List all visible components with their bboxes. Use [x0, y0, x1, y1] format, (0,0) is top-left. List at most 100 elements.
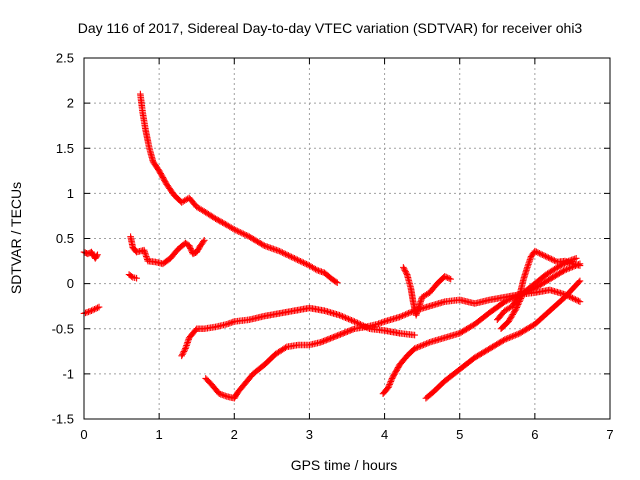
data-point	[442, 273, 450, 281]
data-point	[244, 232, 252, 240]
data-point	[282, 344, 289, 352]
data-point	[200, 237, 208, 244]
x-tick-label: 7	[606, 427, 613, 442]
data-point	[411, 331, 418, 339]
data-point	[241, 231, 249, 238]
data-point	[343, 315, 351, 322]
data-point	[333, 279, 341, 287]
x-tick-label: 4	[381, 427, 388, 442]
data-point	[399, 312, 406, 320]
data-point	[572, 255, 580, 262]
data-point	[562, 259, 570, 266]
data-point	[536, 250, 543, 257]
data-point	[297, 257, 304, 265]
data-point	[507, 333, 515, 341]
data-point	[289, 254, 297, 261]
y-tick-label: 0.5	[56, 231, 74, 246]
data-point	[325, 335, 333, 343]
data-point	[412, 344, 420, 352]
data-point	[417, 342, 424, 350]
data-point	[423, 340, 430, 347]
data-point	[415, 343, 423, 351]
data-point	[233, 227, 241, 235]
series-arc-12	[497, 255, 580, 333]
data-point	[564, 265, 572, 273]
data-point	[243, 231, 250, 239]
data-point	[179, 349, 187, 357]
data-point	[548, 255, 555, 263]
data-point	[414, 344, 421, 351]
y-axis-label: SDTVAR / TECUs	[8, 182, 24, 294]
data-point	[341, 329, 348, 336]
data-point	[386, 381, 393, 388]
data-point	[277, 248, 285, 256]
data-point	[424, 339, 432, 347]
data-point	[534, 249, 542, 256]
data-point	[514, 302, 521, 310]
data-points	[80, 90, 584, 402]
data-point	[238, 229, 246, 237]
x-tick-label: 2	[231, 427, 238, 442]
series-arc-1	[80, 248, 101, 262]
data-point	[300, 259, 307, 266]
data-point	[447, 275, 454, 283]
data-point	[403, 269, 410, 277]
data-point	[570, 295, 578, 303]
data-point	[291, 255, 298, 262]
y-tick-label: -1	[62, 366, 74, 381]
x-tick-label: 0	[80, 427, 87, 442]
data-point	[418, 342, 426, 349]
data-point	[340, 313, 348, 321]
data-point	[330, 333, 337, 341]
data-point	[561, 260, 568, 267]
data-point	[542, 252, 549, 260]
data-point	[301, 260, 309, 267]
data-point	[285, 252, 292, 259]
data-point	[518, 293, 525, 301]
data-point	[332, 332, 340, 340]
y-tick-label: 2.5	[56, 51, 74, 66]
data-point	[337, 331, 344, 338]
data-point	[342, 328, 350, 336]
series-arc-9	[422, 277, 584, 402]
data-point	[276, 247, 283, 255]
data-point	[561, 266, 569, 274]
data-point	[94, 304, 101, 312]
series-arc-8	[379, 260, 584, 398]
data-point	[387, 378, 395, 385]
data-point	[295, 257, 303, 264]
data-point	[334, 332, 341, 339]
data-point	[445, 275, 453, 282]
series-arc-4	[127, 233, 208, 268]
data-point	[403, 310, 411, 318]
data-point	[572, 296, 579, 303]
data-point	[304, 261, 312, 269]
x-tick-label: 6	[531, 427, 538, 442]
data-point	[220, 220, 228, 227]
data-point	[512, 331, 519, 339]
data-point	[501, 298, 509, 305]
data-point	[567, 294, 575, 301]
data-point	[513, 331, 521, 338]
data-point	[337, 312, 345, 320]
plot-frame	[83, 57, 611, 420]
data-point	[575, 278, 583, 286]
data-point	[236, 229, 244, 236]
x-axis-label: GPS time / hours	[291, 457, 398, 473]
data-point	[339, 329, 347, 337]
data-point	[215, 216, 222, 224]
data-point	[348, 326, 355, 334]
data-point	[180, 348, 188, 355]
data-point	[320, 337, 327, 345]
data-point	[510, 332, 518, 340]
data-point	[506, 334, 513, 341]
data-point	[342, 314, 349, 322]
data-point	[235, 228, 243, 235]
axis-ticks: 0 1 2 3 4 5 6 7 -1.5 -1 -0.5 0 0.5 1 1.5 2 2.5	[52, 51, 614, 443]
data-point	[441, 273, 448, 280]
data-point	[94, 251, 101, 259]
data-point	[349, 317, 357, 325]
data-point	[563, 258, 571, 266]
data-point	[217, 218, 225, 226]
